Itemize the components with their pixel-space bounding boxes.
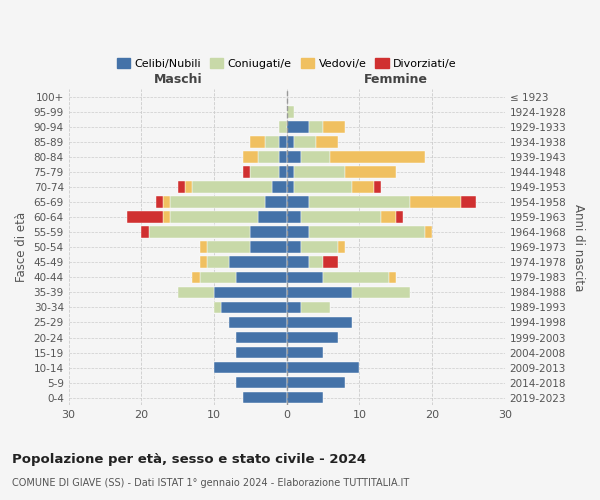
Bar <box>287 376 345 388</box>
Bar <box>250 166 280 178</box>
Bar <box>287 392 323 404</box>
Bar <box>229 316 287 328</box>
Bar <box>331 152 425 163</box>
Bar <box>127 212 163 223</box>
Bar <box>287 182 294 193</box>
Bar <box>287 272 323 283</box>
Text: Femmine: Femmine <box>364 74 428 86</box>
Bar <box>301 212 381 223</box>
Text: COMUNE DI GIAVE (SS) - Dati ISTAT 1° gennaio 2024 - Elaborazione TUTTITALIA.IT: COMUNE DI GIAVE (SS) - Dati ISTAT 1° gen… <box>12 478 409 488</box>
Bar <box>389 272 396 283</box>
Bar <box>287 106 294 118</box>
Bar <box>287 242 301 253</box>
Bar <box>280 136 287 148</box>
Bar <box>287 332 338 344</box>
Bar <box>323 256 338 268</box>
Bar <box>287 256 308 268</box>
Bar <box>287 286 352 298</box>
Bar <box>250 136 265 148</box>
Bar <box>236 272 287 283</box>
Bar <box>250 242 287 253</box>
Bar <box>287 121 308 133</box>
Bar <box>192 272 200 283</box>
Bar <box>352 286 410 298</box>
Bar <box>243 166 250 178</box>
Bar <box>287 152 301 163</box>
Bar <box>250 226 287 238</box>
Text: Popolazione per età, sesso e stato civile - 2024: Popolazione per età, sesso e stato civil… <box>12 452 366 466</box>
Bar <box>338 242 345 253</box>
Bar <box>214 302 221 314</box>
Text: Maschi: Maschi <box>154 74 202 86</box>
Bar <box>301 152 331 163</box>
Bar <box>323 121 345 133</box>
Bar <box>265 196 287 208</box>
Bar <box>163 196 170 208</box>
Bar <box>345 166 396 178</box>
Bar <box>178 182 185 193</box>
Bar <box>323 272 389 283</box>
Bar <box>200 242 207 253</box>
Bar <box>257 152 280 163</box>
Bar <box>374 182 381 193</box>
Bar <box>265 136 280 148</box>
Bar <box>149 226 250 238</box>
Bar <box>287 346 323 358</box>
Bar <box>287 196 308 208</box>
Bar <box>396 212 403 223</box>
Bar <box>280 121 287 133</box>
Y-axis label: Anni di nascita: Anni di nascita <box>572 204 585 291</box>
Bar <box>236 346 287 358</box>
Bar <box>287 136 294 148</box>
Bar <box>294 166 345 178</box>
Bar <box>280 152 287 163</box>
Bar <box>294 136 316 148</box>
Bar <box>221 302 287 314</box>
Bar <box>352 182 374 193</box>
Bar <box>316 136 338 148</box>
Bar <box>200 256 207 268</box>
Legend: Celibi/Nubili, Coniugati/e, Vedovi/e, Divorziati/e: Celibi/Nubili, Coniugati/e, Vedovi/e, Di… <box>112 54 461 74</box>
Bar <box>308 196 410 208</box>
Bar <box>287 362 359 374</box>
Bar <box>214 362 287 374</box>
Bar <box>287 302 301 314</box>
Bar <box>425 226 432 238</box>
Bar <box>287 226 308 238</box>
Bar <box>156 196 163 208</box>
Bar <box>410 196 461 208</box>
Bar <box>207 256 229 268</box>
Bar <box>200 272 236 283</box>
Bar <box>272 182 287 193</box>
Bar <box>257 212 287 223</box>
Bar <box>163 212 170 223</box>
Bar <box>301 302 331 314</box>
Bar <box>461 196 476 208</box>
Bar <box>236 376 287 388</box>
Bar <box>294 182 352 193</box>
Bar <box>243 392 287 404</box>
Bar <box>185 182 192 193</box>
Bar <box>280 166 287 178</box>
Bar <box>236 332 287 344</box>
Bar <box>178 286 214 298</box>
Bar <box>287 166 294 178</box>
Bar <box>214 286 287 298</box>
Bar <box>170 196 265 208</box>
Bar <box>243 152 257 163</box>
Bar <box>301 242 338 253</box>
Bar <box>308 226 425 238</box>
Bar <box>229 256 287 268</box>
Y-axis label: Fasce di età: Fasce di età <box>15 212 28 282</box>
Bar <box>170 212 257 223</box>
Bar <box>287 212 301 223</box>
Bar <box>381 212 396 223</box>
Bar <box>308 121 323 133</box>
Bar <box>287 316 352 328</box>
Bar <box>142 226 149 238</box>
Bar <box>192 182 272 193</box>
Bar <box>308 256 323 268</box>
Bar <box>207 242 250 253</box>
